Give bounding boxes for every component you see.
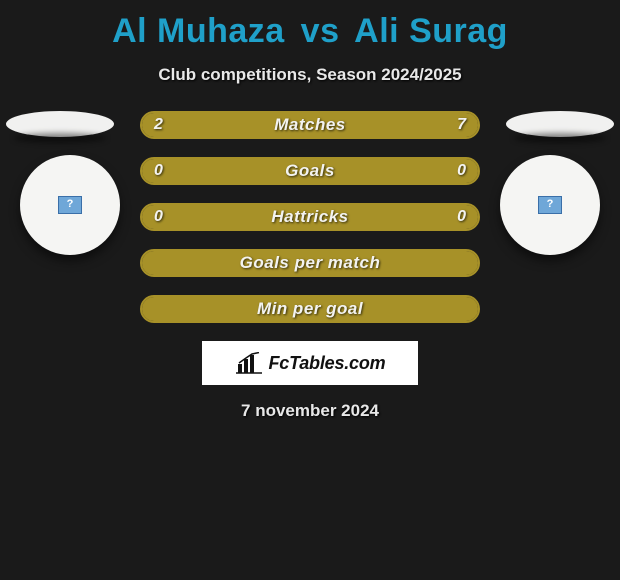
- question-icon: ?: [538, 196, 562, 214]
- stats-arena: ? ? 27Matches 00Goals 00Hattricks Goals per…: [0, 111, 620, 421]
- player1-marker-ellipse: [6, 111, 114, 137]
- question-icon: ?: [58, 196, 82, 214]
- subtitle: Club competitions, Season 2024/2025: [0, 65, 620, 85]
- branding-text: FcTables.com: [269, 353, 386, 374]
- player1-name: Al Muhaza: [112, 12, 285, 50]
- branding-box: FcTables.com: [202, 341, 418, 385]
- bar-label: Matches: [142, 113, 478, 137]
- vs-text: vs: [301, 12, 340, 50]
- player2-name: Ali Surag: [354, 12, 508, 50]
- stat-bar: Min per goal: [140, 295, 480, 323]
- player2-badge: ?: [500, 155, 600, 255]
- stat-bar: 00Goals: [140, 157, 480, 185]
- bar-label: Goals per match: [142, 251, 478, 275]
- date-line: 7 november 2024: [0, 401, 620, 421]
- comparison-title: Al Muhaza vs Ali Surag: [0, 0, 620, 51]
- stat-bar: Goals per match: [140, 249, 480, 277]
- bars-icon: [235, 352, 263, 374]
- bar-label: Min per goal: [142, 297, 478, 321]
- bar-label: Hattricks: [142, 205, 478, 229]
- stat-bar: 27Matches: [140, 111, 480, 139]
- bar-label: Goals: [142, 159, 478, 183]
- stat-bars: 27Matches 00Goals 00Hattricks Goals per mat…: [140, 111, 480, 323]
- stat-bar: 00Hattricks: [140, 203, 480, 231]
- player2-marker-ellipse: [506, 111, 614, 137]
- player1-badge: ?: [20, 155, 120, 255]
